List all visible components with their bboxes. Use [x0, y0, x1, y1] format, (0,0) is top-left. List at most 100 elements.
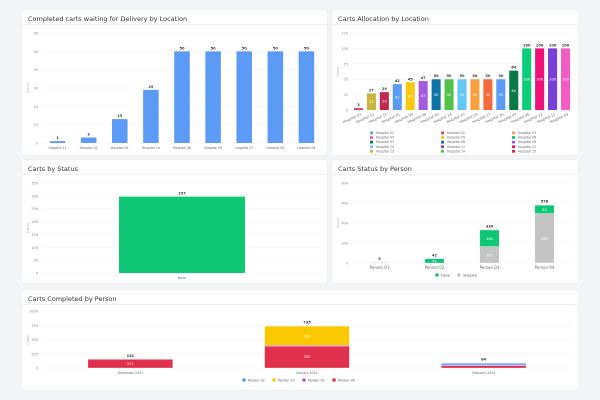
legend-item: Hospital 07	[376, 140, 394, 144]
x-tick-label: Hospital 08	[173, 146, 191, 150]
legend-item: Hospital 05	[447, 136, 465, 140]
data-label: 50	[498, 74, 504, 78]
segment-label: 339	[304, 334, 312, 338]
data-label: 3	[87, 133, 90, 137]
segment-label: 165	[486, 237, 493, 241]
data-label: 50	[211, 46, 217, 50]
x-tick-label: January 2024	[295, 371, 317, 375]
total-label: 5	[378, 257, 381, 261]
inner-data-label: 50	[460, 93, 465, 97]
y-tick-label: 0	[36, 272, 38, 276]
panel-carts-status-by-person: Carts Status by Person 0 200 400 600 800 Coun…	[332, 160, 578, 283]
bar-segment	[534, 205, 555, 214]
chart-carts-allocation: 0 25 50 75 100 125 Count Hospital 02 3 Hospital 1…	[336, 32, 572, 155]
y-tick-label: 800	[341, 182, 348, 186]
bar	[405, 82, 415, 110]
x-tick-label: Person 02	[425, 265, 445, 270]
legend-item: Shipped	[463, 273, 477, 277]
legend-marker	[302, 378, 306, 382]
data-label: 50	[459, 74, 465, 78]
legend-item: Hospital 08	[447, 140, 465, 144]
data-label: 64	[511, 66, 517, 70]
legend-marker	[370, 145, 373, 149]
bar	[561, 48, 571, 110]
y-tick-label: 75	[344, 62, 348, 66]
legend-marker	[512, 136, 515, 139]
data-label: 13	[117, 114, 123, 118]
y-tick-label: 150	[31, 233, 38, 237]
x-tick-label: Person 01	[370, 265, 390, 270]
data-label: 50	[242, 46, 248, 50]
legend-marker	[370, 136, 373, 139]
legend-marker	[441, 145, 444, 149]
y-axis-label: Count	[336, 217, 340, 228]
inner-data-label: 50	[434, 93, 439, 97]
bar-segment	[87, 359, 173, 369]
x-tick-label: Hospital 14	[142, 146, 160, 150]
segment-label: 151	[127, 362, 134, 366]
legend-marker	[332, 378, 336, 382]
bar	[267, 51, 284, 143]
x-tick-label: Hospital 09	[204, 146, 222, 150]
legend-item: Hospital 11	[447, 145, 465, 149]
data-label: 50	[485, 74, 491, 78]
bar	[483, 79, 493, 110]
y-tick-label: 40	[34, 68, 38, 72]
data-label: 100	[523, 43, 531, 47]
bar-segment	[479, 229, 500, 247]
inner-data-label: 64	[511, 89, 516, 93]
y-tick-label: 100	[341, 47, 348, 51]
panel-title: Completed carts waiting for Delivery by …	[22, 10, 327, 25]
y-tick-label: 50	[34, 259, 38, 263]
segment-label: 495	[541, 237, 548, 241]
legend-marker	[441, 136, 444, 139]
total-label: 578	[541, 200, 549, 204]
inner-data-label: 50	[486, 93, 491, 97]
legend-marker	[441, 149, 444, 153]
legend-marker	[242, 378, 246, 382]
bar	[548, 48, 558, 110]
legend-item: Hospital 01	[376, 131, 394, 135]
segment-label: 42	[432, 259, 437, 263]
legend-item: Hospital 09	[518, 140, 536, 144]
inner-data-label: 27	[369, 100, 374, 104]
panel-carts-by-status: Carts by Status 0 50 100 150 200 250 300 350 Cou…	[22, 160, 327, 283]
total-label: 735	[303, 321, 311, 325]
panel-completed-carts-waiting: Completed carts waiting for Delivery by …	[22, 10, 327, 155]
bar	[236, 51, 252, 143]
legend-item: Person 04	[338, 378, 355, 382]
data-label: 100	[549, 43, 557, 47]
legend-item: Hospital 13	[376, 149, 394, 153]
y-tick-label: 750	[31, 324, 38, 328]
inner-data-label: 45	[408, 95, 413, 99]
segment-label: 83	[542, 208, 547, 212]
y-tick-label: 1000	[29, 310, 38, 314]
inner-data-label: 100	[523, 78, 531, 82]
bar	[49, 141, 66, 143]
bar	[457, 79, 467, 110]
bar-segment	[424, 258, 445, 264]
bar	[509, 70, 519, 110]
bar	[174, 51, 190, 143]
x-tick-label: Hospital 11	[49, 146, 67, 150]
x-tick-label: Hospital 06	[297, 146, 315, 150]
legend-marker	[441, 140, 444, 144]
x-tick-label: Person 03	[480, 265, 500, 270]
data-label: 50	[273, 46, 279, 50]
data-label: 50	[179, 46, 185, 50]
total-label: 151	[127, 354, 135, 358]
x-tick-label: Hospital 02	[80, 146, 98, 150]
data-label: 297	[178, 192, 186, 196]
legend-item: Hospital 06	[518, 136, 536, 140]
data-label: 100	[562, 43, 570, 47]
chart-carts-status-by-person: 0 200 400 600 800 Count Person 01 5 Person 02 42 4…	[336, 182, 572, 277]
panel-title: Carts Status by Person	[332, 160, 578, 175]
data-label: 50	[472, 74, 478, 78]
data-label: 47	[421, 76, 427, 80]
y-tick-label: 60	[34, 32, 38, 36]
bar	[205, 51, 221, 143]
y-tick-label: 600	[341, 202, 348, 206]
panel-carts-allocation: Carts Allocation by Location 0 25 50 75 100 1…	[332, 10, 578, 155]
total-label: 84	[481, 358, 487, 362]
panel-title: Carts Allocation by Location	[332, 10, 578, 25]
